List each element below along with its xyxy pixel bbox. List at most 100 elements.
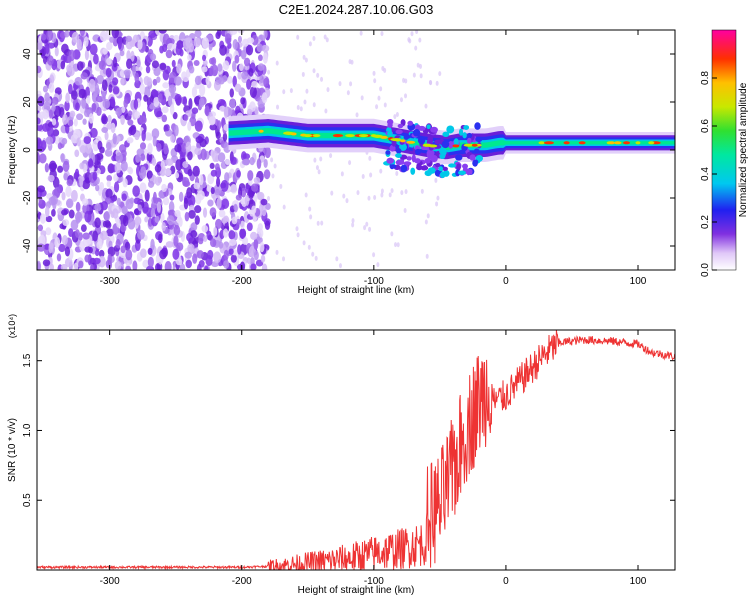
faint-blob — [368, 226, 372, 232]
noise-blob — [141, 129, 146, 142]
noise-blob — [45, 227, 52, 236]
noise-blob — [106, 180, 111, 188]
faint-blob — [399, 97, 403, 103]
noise-blob — [156, 76, 161, 83]
noise-blob — [53, 186, 61, 199]
ridge-scatter — [458, 128, 464, 136]
ridge-scatter — [397, 123, 404, 129]
ridge-scatter — [410, 167, 416, 175]
noise-blob — [211, 57, 217, 66]
noise-blob — [229, 30, 238, 35]
noise-blob — [250, 231, 258, 240]
noise-blob — [38, 153, 47, 164]
faint-blob — [348, 160, 352, 166]
noise-blob — [229, 98, 236, 109]
noise-blob — [76, 113, 84, 121]
noise-blob — [248, 68, 254, 77]
noise-blob — [101, 79, 108, 92]
ridge-scatter — [463, 125, 470, 130]
ridge-peak — [609, 141, 615, 145]
noise-blob — [91, 103, 97, 113]
noise-blob — [85, 141, 92, 154]
noise-blob — [70, 90, 78, 100]
noise-blob — [61, 137, 68, 145]
ridge-scatter — [455, 154, 463, 161]
faint-blob — [329, 153, 333, 159]
noise-blob — [45, 136, 54, 145]
noise-blob — [51, 118, 57, 126]
noise-blob — [204, 105, 210, 117]
noise-blob — [37, 117, 41, 125]
ridge-scatter — [414, 158, 421, 164]
noise-blob — [173, 34, 180, 42]
noise-blob — [70, 189, 78, 202]
faint-blob — [434, 177, 438, 183]
noise-blob — [125, 249, 133, 261]
ridge-scatter — [414, 148, 421, 155]
faint-blob — [355, 112, 359, 118]
noise-blob — [159, 62, 167, 71]
noise-blob — [74, 211, 83, 223]
ridge-peak — [406, 140, 416, 144]
spectrogram-marks — [37, 30, 675, 270]
noise-blob — [42, 85, 48, 93]
ridge-peak — [312, 134, 321, 138]
faint-blob — [418, 63, 422, 69]
noise-blob — [76, 137, 81, 147]
y-tick-label: 1.0 — [22, 423, 33, 437]
noise-blob — [84, 210, 92, 223]
noise-blob — [196, 263, 202, 270]
noise-blob — [237, 71, 242, 80]
noise-blob — [222, 60, 230, 71]
noise-blob — [232, 75, 237, 88]
noise-blob — [178, 191, 184, 202]
noise-blob — [200, 148, 207, 161]
noise-blob — [86, 95, 91, 105]
noise-blob — [147, 256, 154, 268]
noise-blob — [139, 182, 147, 193]
ridge-scatter — [403, 161, 412, 166]
noise-blob — [63, 172, 69, 181]
faint-blob — [302, 54, 306, 60]
ridge-scatter — [399, 143, 407, 151]
x-tick-label: -300 — [100, 276, 120, 287]
noise-blob — [145, 65, 151, 74]
noise-blob — [82, 118, 87, 125]
ridge-scatter — [440, 148, 447, 156]
y-tick-label: 0.5 — [22, 493, 33, 507]
noise-blob — [127, 167, 134, 175]
faint-blob — [273, 163, 277, 169]
faint-blob — [275, 249, 279, 255]
ridge-scatter — [424, 157, 431, 164]
noise-blob — [209, 238, 217, 248]
noise-blob — [174, 172, 180, 179]
noise-blob — [170, 86, 175, 98]
noise-blob — [228, 248, 234, 255]
noise-blob — [106, 41, 113, 51]
noise-blob — [81, 97, 87, 109]
ridge-scatter — [395, 129, 403, 135]
ridge-scatter — [424, 170, 432, 177]
ridge-scatter — [455, 169, 461, 177]
noise-blob — [156, 201, 162, 213]
noise-blob — [134, 208, 140, 216]
noise-blob — [212, 150, 219, 163]
noise-blob — [99, 30, 108, 42]
noise-blob — [182, 180, 191, 187]
noise-blob — [185, 259, 192, 269]
noise-blob — [99, 230, 108, 241]
faint-blob — [271, 173, 275, 179]
noise-blob — [230, 183, 238, 194]
noise-blob — [115, 238, 121, 249]
faint-blob — [295, 226, 299, 232]
ridge-scatter — [466, 137, 472, 144]
noise-blob — [265, 203, 271, 210]
noise-blob — [164, 261, 172, 270]
noise-blob — [64, 100, 70, 112]
faint-blob — [380, 192, 384, 198]
noise-blob — [100, 200, 108, 211]
noise-blob — [152, 90, 159, 98]
ridge-scatter — [430, 155, 438, 163]
faint-blob — [363, 225, 367, 231]
noise-blob — [238, 63, 244, 72]
